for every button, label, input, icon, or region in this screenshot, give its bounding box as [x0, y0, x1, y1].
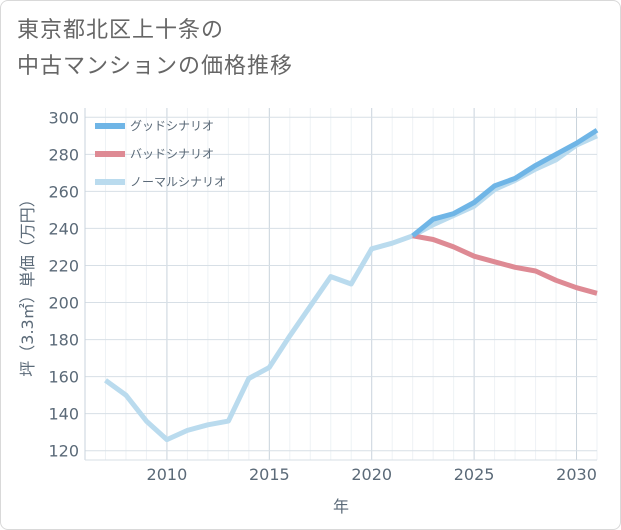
chart-title-line-2: 中古マンションの価格推移 [17, 54, 294, 79]
series-line-1 [412, 233, 598, 296]
y-tick-label: 180 [48, 331, 79, 350]
legend-swatch [95, 123, 125, 129]
legend-label: バッドシナリオ [130, 147, 214, 161]
y-tick-label: 280 [48, 145, 79, 164]
x-tick-label: 2030 [556, 465, 597, 484]
x-tick-label: 2025 [454, 465, 495, 484]
y-tick-label: 160 [48, 368, 79, 387]
x-tick-label: 2010 [147, 465, 188, 484]
chart-title: 東京都北区上十条の 中古マンションの価格推移 [17, 13, 293, 85]
series-line-0 [411, 128, 599, 238]
y-tick-label: 120 [48, 442, 79, 461]
x-tick-label: 2015 [249, 465, 290, 484]
plot-frame [84, 108, 597, 461]
y-tick-label: 220 [48, 256, 79, 275]
y-tick-label: 260 [48, 182, 79, 201]
legend-swatch [95, 179, 125, 185]
y-tick-label: 200 [48, 294, 79, 313]
y-axis-title: 坪（3.3㎡）単価（万円） [18, 191, 37, 376]
legend-label: ノーマルシナリオ [130, 175, 226, 189]
y-tick-label: 300 [48, 108, 79, 127]
x-axis-title: 年 [333, 497, 349, 516]
y-tick-label: 140 [48, 405, 79, 424]
legend-swatch [95, 151, 125, 157]
x-tick-label: 2020 [351, 465, 392, 484]
legend-label: グッドシナリオ [130, 119, 214, 133]
chart-title-line-1: 東京都北区上十条の [17, 18, 225, 43]
y-tick-label: 240 [48, 219, 79, 238]
tick-labels: 120 140 160 180 200 220 240 260 280 300 2010 2015 20… [48, 108, 596, 484]
series-layer [104, 128, 599, 443]
